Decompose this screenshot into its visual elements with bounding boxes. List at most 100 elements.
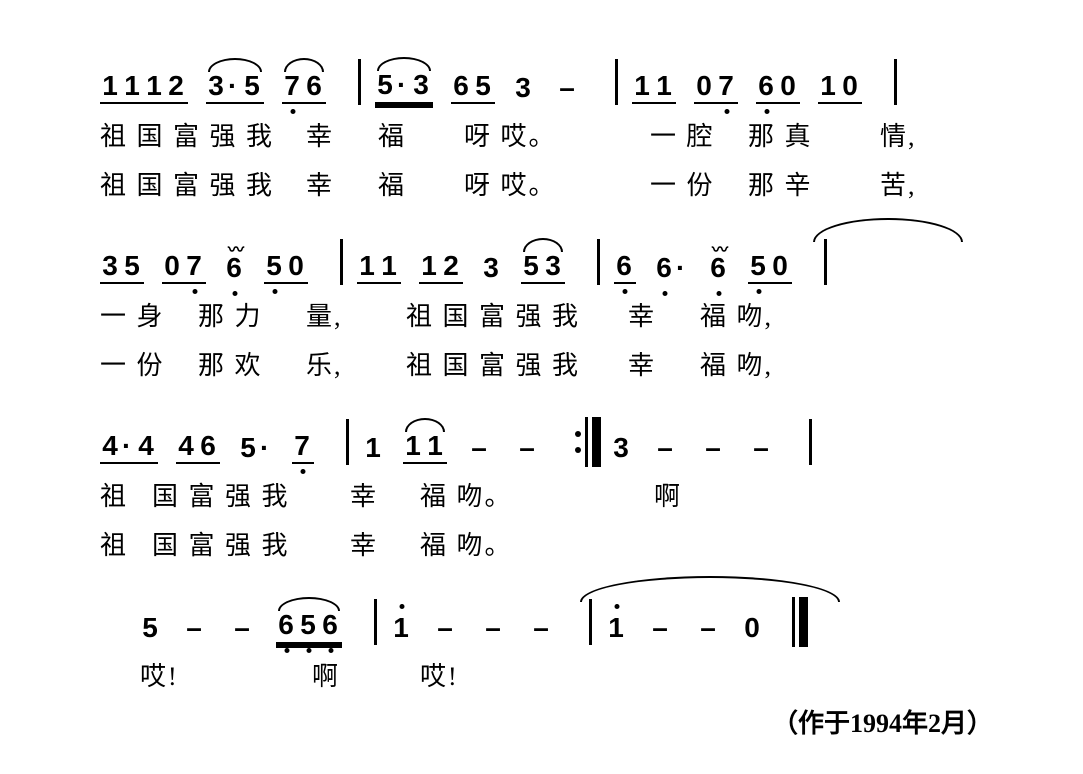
note: 2	[441, 250, 463, 282]
lyric-row: 祖 国 富 强 我幸福呀 哎。一 腔那 真情,	[100, 116, 1003, 153]
note-group: 12	[419, 250, 463, 284]
note: 5	[122, 250, 144, 282]
note-group: 5·	[238, 432, 274, 464]
note: –	[465, 432, 495, 464]
music-line: 4·4465·7111––3–––祖国 富 强 我幸福 吻。啊祖国 富 强 我幸…	[100, 420, 1003, 562]
note: 1	[425, 430, 447, 462]
note: 1	[654, 70, 676, 102]
note: 1	[632, 70, 654, 102]
notation-row: 5––6561–––1––0	[140, 600, 1003, 644]
note-group: 4·4	[100, 430, 158, 464]
repeat-barline	[571, 417, 601, 467]
barline	[589, 599, 592, 645]
lyric-text: 祖 国 富 强 我	[100, 116, 306, 153]
note-group: 11	[632, 70, 676, 104]
note: 5	[238, 432, 260, 464]
lyric-text: 福 吻,	[700, 345, 820, 382]
slur-mark	[523, 238, 563, 252]
barline	[358, 59, 361, 105]
note-group: 0	[742, 612, 764, 644]
note-group: 3·5	[206, 70, 264, 104]
note-group: 1	[363, 432, 385, 464]
lyric-text: 一 腔	[650, 116, 748, 153]
note-group: 35	[100, 250, 144, 284]
note-group: 53	[521, 250, 565, 284]
barline	[615, 59, 618, 105]
note-group: –	[527, 612, 557, 644]
note: 3	[611, 432, 633, 464]
note-group: 50	[264, 250, 308, 284]
final-barline	[792, 597, 808, 647]
barline	[374, 599, 377, 645]
lyric-row: 哎!啊哎!	[140, 656, 1003, 693]
lyric-text: 幸	[350, 525, 420, 562]
note: –	[527, 612, 557, 644]
note-group: –	[465, 432, 495, 464]
note: –	[694, 612, 724, 644]
lyric-text: 祖 国 富 强 我	[406, 345, 628, 382]
lyric-text: 幸	[306, 116, 378, 153]
note: 5	[264, 250, 286, 282]
lyric-text: 苦,	[880, 165, 940, 202]
note: 1	[144, 70, 166, 102]
note-group: 6〰	[224, 252, 246, 284]
notation-row: 35076〰50111235366·6〰50	[100, 240, 1003, 284]
note-group: –	[180, 612, 210, 644]
note: 4	[100, 430, 122, 462]
trill-ornament: 〰	[228, 236, 242, 260]
note: 5	[521, 250, 543, 282]
note-group: 3	[611, 432, 633, 464]
note-group: 6	[614, 250, 636, 284]
note: 6	[198, 430, 220, 462]
note-group: –	[747, 432, 777, 464]
note: 6	[276, 609, 298, 641]
note-group: –	[646, 612, 676, 644]
slur-mark	[580, 576, 840, 602]
note: –	[180, 612, 210, 644]
note: 6	[756, 70, 778, 102]
note: 1	[818, 70, 840, 102]
lyric-row: 祖国 富 强 我幸福 吻。	[100, 525, 1003, 562]
note: 0	[770, 250, 792, 282]
lyric-text: 啊	[312, 656, 420, 693]
note-group: –	[699, 432, 729, 464]
notation-row: 4·4465·7111––3–––	[100, 420, 1003, 464]
note: 3	[481, 252, 503, 284]
note-group: 6〰	[708, 252, 730, 284]
trill-ornament: 〰	[712, 236, 726, 260]
lyric-text: 福 吻。	[420, 476, 654, 513]
note: 3	[100, 250, 122, 282]
note: 1	[357, 250, 379, 282]
lyric-text: 福	[378, 165, 464, 202]
barline	[894, 59, 897, 105]
lyric-row: 一 身那 力量,祖 国 富 强 我幸福 吻,	[100, 296, 1003, 333]
note: –	[228, 612, 258, 644]
note: 3	[206, 70, 228, 102]
note: 0	[286, 250, 308, 282]
note-group: 656	[276, 609, 342, 644]
note-group: 3	[481, 252, 503, 284]
jianpu-sheet: 11123·5765·3653–11076010祖 国 富 强 我幸福呀 哎。一…	[100, 60, 1003, 693]
note: –	[747, 432, 777, 464]
note-group: 1112	[100, 70, 188, 104]
note-group: –	[553, 72, 583, 104]
note: 1	[606, 612, 628, 644]
note: 5	[140, 612, 162, 644]
note: 5	[375, 69, 397, 101]
lyric-row: 祖 国 富 强 我幸福呀 哎。一 份那 辛苦,	[100, 165, 1003, 202]
note-group: 1	[391, 612, 413, 644]
note: 1	[419, 250, 441, 282]
barline	[597, 239, 600, 285]
lyric-text: 一 身	[100, 296, 198, 333]
barline	[340, 239, 343, 285]
note-group: 6·	[654, 252, 690, 284]
lyric-text: 啊	[654, 476, 714, 513]
note-group: –	[513, 432, 543, 464]
slur-mark	[377, 57, 431, 71]
note: ·	[228, 70, 242, 102]
note-group: 7	[292, 430, 314, 464]
note: 2	[166, 70, 188, 102]
note: ·	[397, 69, 411, 101]
note: 5	[473, 70, 495, 102]
lyric-text: 祖	[100, 525, 152, 562]
